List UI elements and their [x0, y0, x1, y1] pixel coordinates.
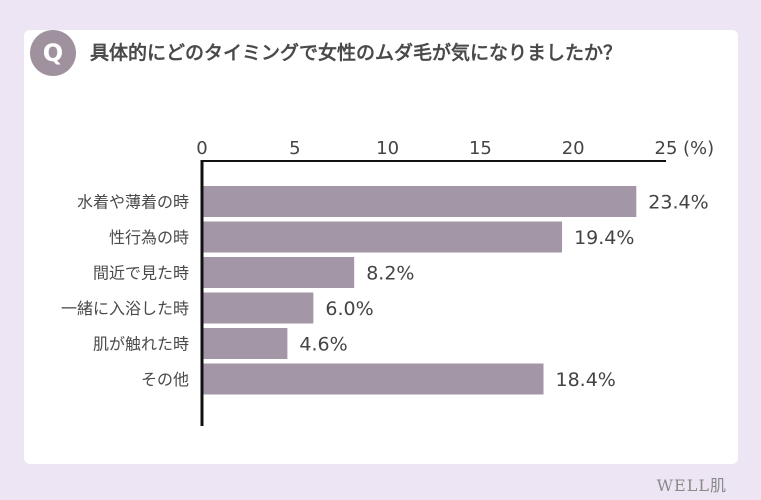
- value-label: 19.4%: [574, 227, 634, 249]
- category-label: 一緒に入浴した時: [61, 299, 189, 318]
- bar: [202, 221, 563, 253]
- category-label: その他: [141, 370, 189, 389]
- bar: [202, 257, 355, 288]
- x-axis-ticks: 0 5 10 15 20 25: [196, 138, 677, 159]
- bar: [202, 292, 314, 324]
- x-tick-label: 20: [562, 138, 585, 159]
- x-tick-label: 10: [376, 138, 399, 159]
- x-tick-label: 5: [289, 138, 300, 159]
- value-label: 8.2%: [366, 263, 414, 285]
- bar: [202, 363, 544, 395]
- category-label: 性行為の時: [109, 228, 189, 247]
- category-label: 間近で見た時: [93, 264, 189, 283]
- bar: [202, 328, 288, 359]
- value-labels: 23.4% 19.4% 8.2% 6.0% 4.6% 18.4%: [299, 192, 708, 392]
- question-title: 具体的にどのタイミングで女性のムダ毛が気になりましたか？: [90, 42, 623, 64]
- axis-unit-label: (%): [683, 138, 714, 159]
- value-label: 23.4%: [648, 192, 708, 214]
- x-tick-label: 25: [655, 138, 678, 159]
- x-tick-label: 15: [469, 138, 492, 159]
- bars: [202, 186, 637, 395]
- value-label: 18.4%: [556, 369, 616, 391]
- x-tick-label: 0: [196, 138, 207, 159]
- bar: [202, 186, 637, 217]
- value-label: 4.6%: [299, 334, 347, 356]
- category-label: 肌が触れた時: [93, 335, 189, 354]
- brand-logo: WELL肌: [656, 476, 727, 495]
- question-badge: Q: [30, 30, 76, 76]
- value-label: 6.0%: [325, 298, 373, 320]
- category-label: 水着や薄着の時: [77, 193, 189, 212]
